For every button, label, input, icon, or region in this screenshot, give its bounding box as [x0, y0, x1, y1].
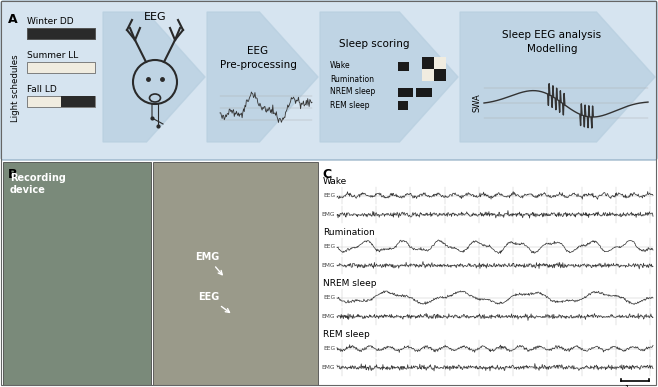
Bar — [27, 28, 95, 39]
Text: NREM sleep: NREM sleep — [323, 279, 376, 288]
Text: SWA: SWA — [472, 94, 481, 112]
Text: C: C — [322, 168, 331, 181]
Text: EMG: EMG — [195, 252, 222, 275]
Text: EEG: EEG — [143, 12, 166, 22]
Bar — [434, 57, 446, 69]
Bar — [27, 62, 95, 73]
Bar — [3, 162, 151, 385]
Text: EEG: EEG — [323, 193, 335, 198]
Text: EEG: EEG — [323, 244, 335, 249]
Text: EEG: EEG — [323, 295, 335, 300]
Text: EMG: EMG — [322, 314, 335, 319]
Text: B: B — [8, 168, 18, 181]
Polygon shape — [320, 12, 458, 142]
Text: Rumination: Rumination — [330, 75, 374, 84]
Text: Summer LL: Summer LL — [27, 51, 78, 60]
Polygon shape — [460, 12, 655, 142]
Text: EMG: EMG — [322, 263, 335, 268]
Bar — [398, 62, 409, 71]
Bar — [422, 69, 434, 81]
Bar — [398, 101, 408, 110]
Text: Fall LD: Fall LD — [27, 85, 57, 94]
Text: EEG
Pre-processing: EEG Pre-processing — [220, 46, 297, 70]
FancyBboxPatch shape — [1, 1, 657, 160]
Text: NREM sleep: NREM sleep — [330, 87, 375, 96]
Bar — [417, 88, 432, 97]
Polygon shape — [103, 12, 205, 142]
Polygon shape — [207, 12, 318, 142]
Text: Light schedules: Light schedules — [11, 54, 20, 122]
Text: Wake: Wake — [323, 177, 347, 186]
Text: REM sleep: REM sleep — [330, 101, 370, 110]
Bar — [422, 57, 434, 69]
Bar — [61, 96, 95, 107]
Text: Rumination: Rumination — [323, 228, 375, 237]
Text: Winter DD: Winter DD — [27, 17, 74, 26]
Text: Sleep scoring: Sleep scoring — [339, 39, 409, 49]
Bar — [434, 69, 446, 81]
Text: EEG: EEG — [198, 292, 230, 312]
Bar — [153, 162, 318, 385]
Text: EEG: EEG — [323, 346, 335, 351]
Text: A: A — [8, 13, 18, 26]
Text: Recording
device: Recording device — [10, 173, 66, 195]
Bar — [27, 28, 95, 39]
Bar — [27, 96, 95, 107]
Text: 1 sec: 1 sec — [625, 385, 645, 387]
Text: EMG: EMG — [322, 212, 335, 217]
Bar — [398, 88, 413, 97]
Text: Wake: Wake — [330, 62, 351, 70]
Text: EMG: EMG — [322, 365, 335, 370]
Text: Sleep EEG analysis
Modelling: Sleep EEG analysis Modelling — [503, 30, 601, 54]
Text: REM sleep: REM sleep — [323, 330, 370, 339]
